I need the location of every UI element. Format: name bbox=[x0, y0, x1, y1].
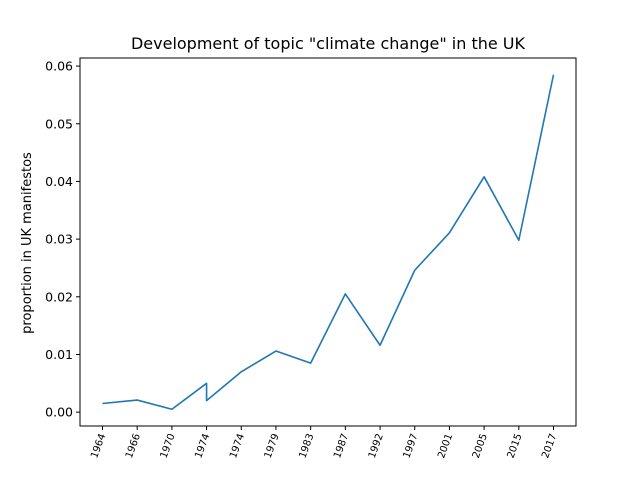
y-tick-label: 0.05 bbox=[45, 116, 73, 131]
y-tick-label: 0.00 bbox=[45, 405, 73, 420]
y-axis-label: proportion in UK manifestos bbox=[20, 152, 35, 334]
y-tick-label: 0.02 bbox=[45, 289, 73, 304]
y-tick-label: 0.03 bbox=[45, 232, 73, 247]
y-tick-label: 0.01 bbox=[45, 347, 73, 362]
chart-title: Development of topic "climate change" in… bbox=[131, 34, 526, 53]
y-tick-label: 0.06 bbox=[45, 59, 73, 74]
y-tick-label: 0.04 bbox=[45, 174, 73, 189]
